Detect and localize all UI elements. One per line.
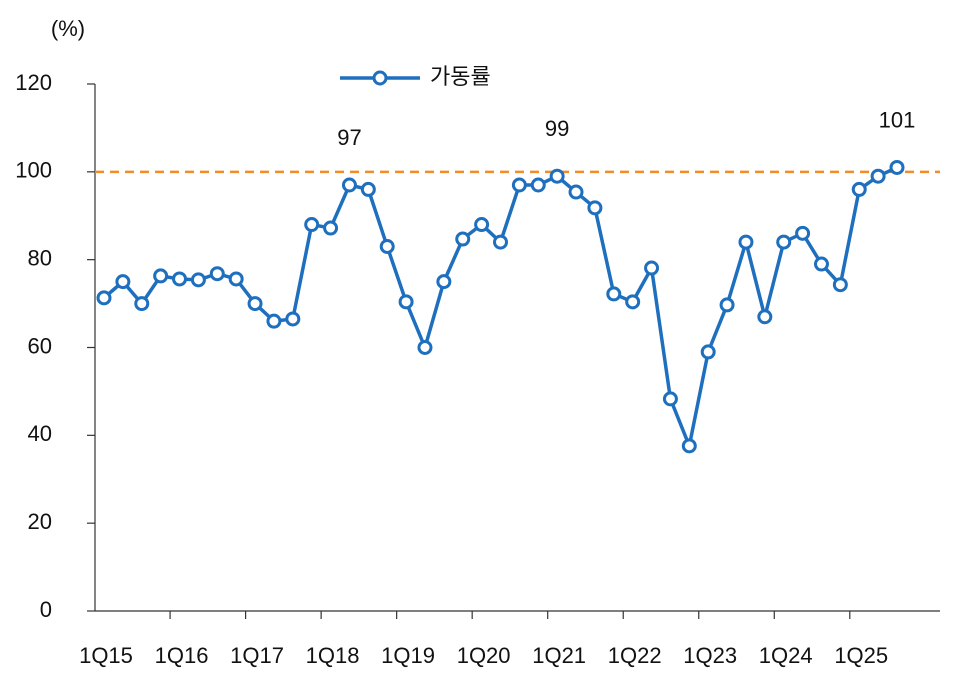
data-point [832,277,848,293]
data-point [172,271,188,287]
data-point [285,311,301,327]
data-point [549,168,565,184]
data-point [795,225,811,241]
data-point [398,294,414,310]
data-point [776,234,792,250]
data-point [606,286,622,302]
data-point [360,181,376,197]
data-point [530,177,546,193]
data-point [304,217,320,233]
x-tick-label: 1Q16 [155,643,209,668]
data-point [455,231,471,247]
data-point [681,438,697,454]
x-tick-label: 1Q17 [230,643,284,668]
data-point [511,177,527,193]
data-point [266,313,282,329]
y-tick-label: 100 [15,158,52,183]
y-tick-label: 60 [28,333,52,358]
legend-label: 가동률 [430,64,491,89]
data-point [719,297,735,313]
y-tick-label: 80 [28,245,52,270]
data-label: 99 [545,116,569,141]
y-tick-label: 0 [40,597,52,622]
data-point [134,296,150,312]
x-tick-label: 1Q21 [532,643,586,668]
data-label: 101 [879,107,916,132]
x-tick-label: 1Q24 [759,643,813,668]
data-point [870,168,886,184]
data-point [587,200,603,216]
x-tick-label: 1Q20 [457,643,511,668]
data-label: 97 [337,125,361,150]
y-tick-label: 40 [28,421,52,446]
x-tick-label: 1Q25 [834,643,888,668]
data-point [662,391,678,407]
y-tick-label: 20 [28,509,52,534]
data-point [247,296,263,312]
data-point [379,238,395,254]
unit-label: (%) [51,16,85,41]
data-point [757,309,773,325]
legend-marker [372,70,388,86]
data-point [738,234,754,250]
data-point [851,181,867,197]
series-line [102,165,898,452]
data-point [209,266,225,282]
data-point [190,272,206,288]
data-point [96,290,112,306]
data-point [323,220,339,236]
x-tick-label: 1Q18 [306,643,360,668]
data-point [228,271,244,287]
data-point [341,177,357,193]
x-tick-label: 1Q19 [381,643,435,668]
data-point [153,268,169,284]
data-point [474,217,490,233]
data-point [493,234,508,250]
data-point [889,159,905,175]
x-tick-label: 1Q23 [683,643,737,668]
data-point [644,260,660,276]
x-tick-label: 1Q22 [608,643,662,668]
data-point [115,274,131,290]
x-tick-label: 1Q15 [79,643,133,668]
data-point [625,294,641,310]
y-tick-label: 120 [15,70,52,95]
data-point [813,256,829,272]
data-point [700,344,716,360]
data-point [436,274,452,290]
data-point [568,184,584,200]
data-point [417,340,433,355]
